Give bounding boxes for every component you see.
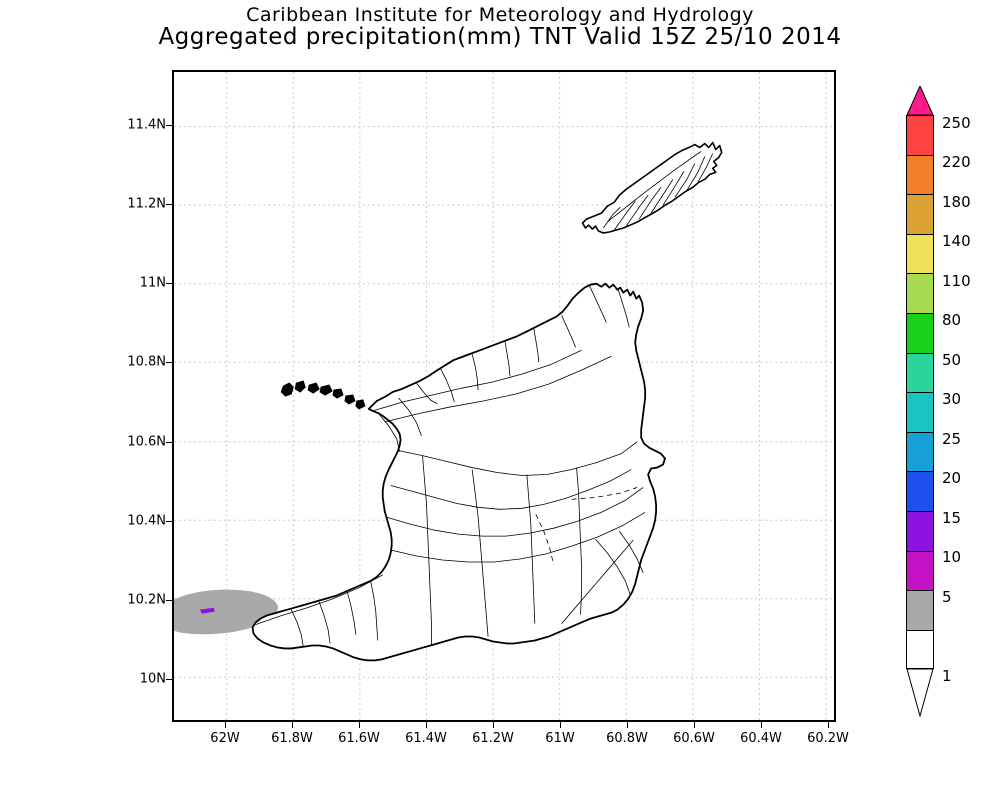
xtick-mark	[828, 722, 829, 728]
xtick-mark	[560, 722, 561, 728]
xtick-mark	[359, 722, 360, 728]
colorbar-label-25: 25	[942, 430, 962, 448]
xtick-label-61.2W: 61.2W	[472, 731, 514, 746]
ytick-mark	[166, 283, 172, 284]
island-trinidad	[251, 282, 666, 662]
colorbar-label-10: 10	[942, 548, 962, 566]
map-svg	[174, 72, 834, 720]
xtick-mark	[761, 722, 762, 728]
map-plot-area[interactable]	[172, 70, 836, 722]
colorbar-band-110-140[interactable]	[906, 233, 934, 274]
colorbar-band-30-50[interactable]	[906, 352, 934, 393]
colorbar-label-1: 1	[942, 667, 952, 685]
ytick-mark	[166, 125, 172, 126]
ytick-mark	[166, 362, 172, 363]
xtick-label-61.6W: 61.6W	[338, 731, 380, 746]
ytick-label-10N: 10N	[139, 671, 166, 687]
colorbar-label-140: 140	[942, 232, 971, 250]
colorbar-band-below-1[interactable]	[906, 629, 934, 670]
colorbar-label-50: 50	[942, 351, 962, 369]
precip-patch-1-5mm	[174, 589, 278, 635]
colorbar-band-15-20[interactable]	[906, 471, 934, 511]
colorbar[interactable]	[906, 115, 934, 670]
island-tobago	[581, 141, 723, 234]
ytick-label-11.4N: 11.4N	[127, 117, 166, 133]
trinidad-admin-boundaries	[255, 285, 646, 647]
ytick-mark	[166, 442, 172, 443]
colorbar-label-220: 220	[942, 153, 971, 171]
xtick-label-60.6W: 60.6W	[673, 731, 715, 746]
page-title: Aggregated precipitation(mm) TNT Valid 1…	[158, 24, 842, 50]
colorbar-label-80: 80	[942, 311, 962, 329]
colorbar-band-20-25[interactable]	[906, 431, 934, 472]
tobago-admin-boundaries	[603, 151, 714, 231]
colorbar-band-180-220[interactable]	[906, 154, 934, 195]
island-bocas	[280, 380, 366, 410]
colorbar-label-110: 110	[942, 272, 971, 290]
ytick-mark	[166, 679, 172, 680]
ytick-mark	[166, 521, 172, 522]
xtick-mark	[225, 722, 226, 728]
colorbar-band-1-5[interactable]	[906, 590, 934, 630]
colorbar-label-20: 20	[942, 469, 962, 487]
colorbar-band-10-15[interactable]	[906, 511, 934, 551]
ytick-label-10.6N: 10.6N	[127, 434, 166, 450]
xtick-label-60.2W: 60.2W	[807, 731, 849, 746]
colorbar-label-15: 15	[942, 509, 962, 527]
precip-core-5-10mm	[199, 607, 215, 614]
colorbar-band-140-180[interactable]	[906, 194, 934, 234]
ytick-label-10.8N: 10.8N	[127, 354, 166, 370]
colorbar-band-25-30[interactable]	[906, 392, 934, 432]
xtick-label-61.8W: 61.8W	[271, 731, 313, 746]
xtick-label-60.4W: 60.4W	[740, 731, 782, 746]
colorbar-label-180: 180	[942, 193, 971, 211]
xtick-mark	[292, 722, 293, 728]
colorbar-band-80-110[interactable]	[906, 273, 934, 313]
xtick-label-60.8W: 60.8W	[606, 731, 648, 746]
ytick-label-11N: 11N	[139, 275, 166, 291]
xtick-mark	[493, 722, 494, 728]
colorbar-label-5: 5	[942, 588, 952, 606]
institute-title: Caribbean Institute for Meteorology and …	[246, 4, 754, 26]
colorbar-band-220-250[interactable]	[906, 115, 934, 155]
xtick-label-62W: 62W	[210, 731, 240, 746]
ytick-mark	[166, 600, 172, 601]
xtick-label-61.4W: 61.4W	[405, 731, 447, 746]
colorbar-label-250: 250	[942, 114, 971, 132]
colorbar-bottom-arrow-icon	[906, 669, 934, 717]
xtick-mark	[694, 722, 695, 728]
colorbar-top-arrow-icon	[906, 86, 934, 116]
xtick-mark	[627, 722, 628, 728]
ytick-label-10.2N: 10.2N	[127, 592, 166, 608]
xtick-mark	[426, 722, 427, 728]
colorbar-band-50-80[interactable]	[906, 313, 934, 353]
ytick-label-11.2N: 11.2N	[127, 196, 166, 212]
ytick-label-10.4N: 10.4N	[127, 513, 166, 529]
ytick-mark	[166, 204, 172, 205]
xtick-label-61W: 61W	[545, 731, 575, 746]
title-block: Caribbean Institute for Meteorology and …	[0, 4, 1000, 51]
colorbar-label-30: 30	[942, 390, 962, 408]
colorbar-band-5-10[interactable]	[906, 550, 934, 591]
